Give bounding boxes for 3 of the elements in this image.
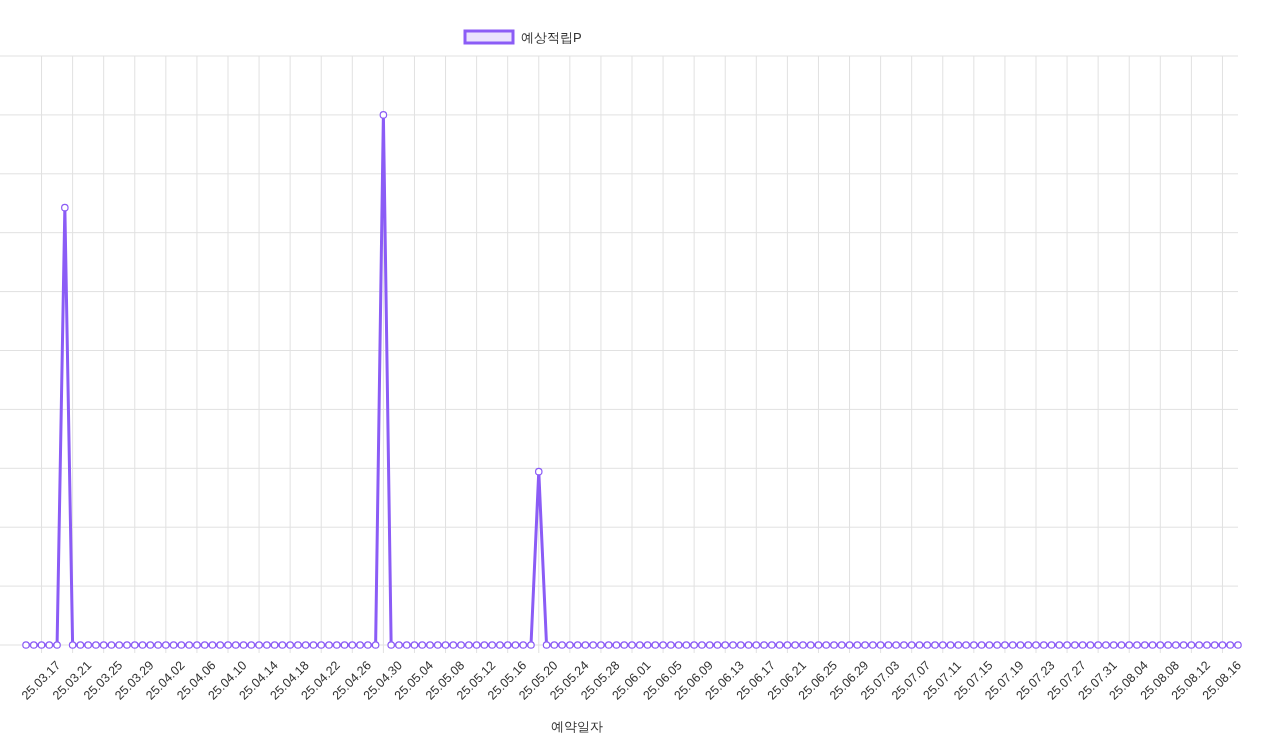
legend-label: 예상적립P xyxy=(521,29,582,45)
x-axis-title: 예약일자 xyxy=(551,719,603,734)
legend: 예상적립P xyxy=(463,29,582,45)
